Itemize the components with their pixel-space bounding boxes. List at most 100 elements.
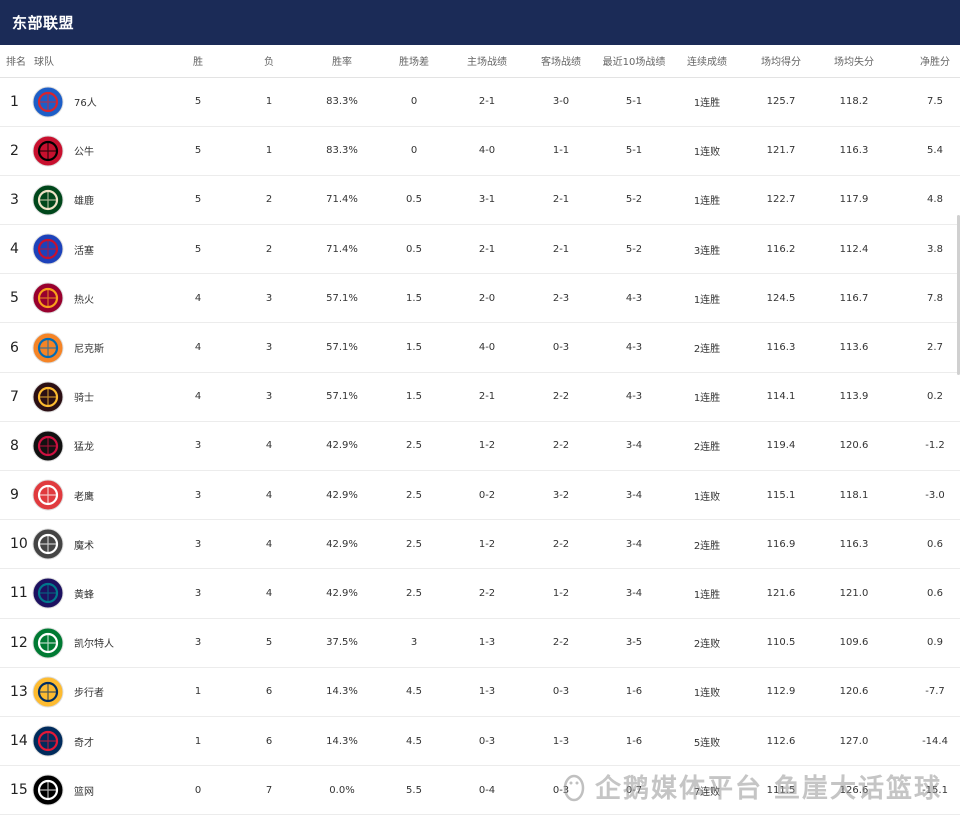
points-per-game-cell: 115.1 <box>744 470 818 521</box>
team-cell[interactable]: 魔术 <box>32 519 164 570</box>
table-row[interactable]: 7 骑士 4 3 57.1% 1.5 2-1 2-2 4-3 1连胜 114.1 113.9 0.2 <box>0 372 960 422</box>
table-row[interactable]: 3 雄鹿 5 2 71.4% 0.5 3-1 2-1 5-2 1连胜 122.7 117.9 4.8 <box>0 175 960 226</box>
point-diff-cell: 7.5 <box>890 77 960 127</box>
team-name[interactable]: 猛龙 <box>74 442 94 454</box>
rank-cell: 12 <box>0 618 32 668</box>
rank-cell: 15 <box>0 765 32 815</box>
away-record-cell: 0-3 <box>524 667 598 717</box>
scrollbar[interactable] <box>957 215 960 375</box>
away-record-cell: 2-3 <box>524 273 598 324</box>
rank-cell: 13 <box>0 667 32 717</box>
table-row[interactable]: 12 凯尔特人 3 5 37.5% 3 1-3 2-2 3-5 2连败 110.5 109.6 0.9 <box>0 618 960 668</box>
last10-record-cell: 3-4 <box>598 568 670 619</box>
home-record-cell: 2-2 <box>450 568 524 619</box>
conference-title: 东部联盟 <box>12 14 75 32</box>
streak-cell: 2连胜 <box>670 519 744 570</box>
wins-cell: 4 <box>164 273 232 324</box>
team-name[interactable]: 奇才 <box>74 737 94 749</box>
rank-cell: 11 <box>0 568 32 619</box>
opp-points-per-game-cell: 120.6 <box>818 667 890 717</box>
team-cell[interactable]: 黄蜂 <box>32 568 164 619</box>
team-cell[interactable]: 尼克斯 <box>32 322 164 373</box>
table-row[interactable]: 13 步行者 1 6 14.3% 4.5 1-3 0-3 1-6 1连败 112.9 120.6 -7.… <box>0 667 960 717</box>
opp-points-per-game-cell: 120.6 <box>818 421 890 472</box>
table-row[interactable]: 2 公牛 5 1 83.3% 0 4-0 1-1 5-1 1连败 121.7 116.3 5.4 <box>0 126 960 176</box>
team-cell[interactable]: 猛龙 <box>32 421 164 472</box>
team-name[interactable]: 76人 <box>74 98 97 110</box>
team-cell[interactable]: 奇才 <box>32 716 164 767</box>
team-name[interactable]: 雄鹿 <box>74 196 94 208</box>
losses-cell: 6 <box>232 716 306 767</box>
team-name[interactable]: 活塞 <box>74 245 94 257</box>
team-cell[interactable]: 雄鹿 <box>32 175 164 226</box>
team-name[interactable]: 黄蜂 <box>74 589 94 601</box>
losses-cell: 6 <box>232 667 306 717</box>
last10-record-cell: 1-6 <box>598 667 670 717</box>
pistons-logo <box>32 233 64 265</box>
opp-points-per-game-cell: 121.0 <box>818 568 890 619</box>
point-diff-cell: 0.2 <box>890 372 960 422</box>
rank-cell: 9 <box>0 470 32 521</box>
table-row[interactable]: 6 尼克斯 4 3 57.1% 1.5 4-0 0-3 4-3 2连胜 116.3 113.6 2.7 <box>0 322 960 373</box>
away-record-cell: 2-2 <box>524 372 598 422</box>
point-diff-cell: -7.7 <box>890 667 960 717</box>
team-name[interactable]: 骑士 <box>74 393 94 405</box>
home-record-cell: 1-2 <box>450 519 524 570</box>
team-cell[interactable]: 76人 <box>32 77 164 127</box>
losses-cell: 7 <box>232 765 306 815</box>
losses-cell: 3 <box>232 273 306 324</box>
pacers-logo <box>32 676 64 708</box>
table-row[interactable]: 10 魔术 3 4 42.9% 2.5 1-2 2-2 3-4 2连胜 116.9 116.3 0.6 <box>0 519 960 570</box>
opp-points-per-game-cell: 113.6 <box>818 322 890 373</box>
away-record-cell: 3-2 <box>524 470 598 521</box>
rank-cell: 8 <box>0 421 32 472</box>
games-behind-cell: 4.5 <box>378 716 450 767</box>
table-row[interactable]: 15 篮网 0 7 0.0% 5.5 0-4 0-3 0-7 7连败 111.5 126.6 -15.1 <box>0 765 960 815</box>
team-name[interactable]: 篮网 <box>74 786 94 798</box>
table-row[interactable]: 8 猛龙 3 4 42.9% 2.5 1-2 2-2 3-4 2连胜 119.4 120.6 -1.2 <box>0 421 960 472</box>
losses-cell: 5 <box>232 618 306 668</box>
team-cell[interactable]: 热火 <box>32 273 164 324</box>
team-cell[interactable]: 活塞 <box>32 224 164 275</box>
table-row[interactable]: 4 活塞 5 2 71.4% 0.5 2-1 2-1 5-2 3连胜 116.2 112.4 3.8 <box>0 224 960 275</box>
team-cell[interactable]: 凯尔特人 <box>32 618 164 668</box>
team-cell[interactable]: 篮网 <box>32 765 164 815</box>
win-pct-cell: 57.1% <box>306 273 378 324</box>
losses-cell: 3 <box>232 372 306 422</box>
opp-points-per-game-cell: 116.7 <box>818 273 890 324</box>
home-record-cell: 2-1 <box>450 372 524 422</box>
col-diff: 净胜分 <box>890 45 960 78</box>
point-diff-cell: 7.8 <box>890 273 960 324</box>
win-pct-cell: 83.3% <box>306 77 378 127</box>
home-record-cell: 1-3 <box>450 618 524 668</box>
table-header-row: 排名 球队 胜 负 胜率 胜场差 主场战绩 客场战绩 最近10场战绩 连续成绩 … <box>0 45 960 78</box>
team-name[interactable]: 步行者 <box>74 688 104 700</box>
table-row[interactable]: 14 奇才 1 6 14.3% 4.5 0-3 1-3 1-6 5连败 112.6 127.0 -14.… <box>0 716 960 767</box>
table-row[interactable]: 1 76人 5 1 83.3% 0 2-1 3-0 5-1 1连胜 125.7 118.2 7.5 <box>0 77 960 127</box>
points-per-game-cell: 111.5 <box>744 765 818 815</box>
team-name[interactable]: 凯尔特人 <box>74 639 114 651</box>
team-cell[interactable]: 老鹰 <box>32 470 164 521</box>
team-cell[interactable]: 骑士 <box>32 372 164 422</box>
points-per-game-cell: 121.6 <box>744 568 818 619</box>
col-ppg: 场均得分 <box>744 45 818 78</box>
games-behind-cell: 2.5 <box>378 421 450 472</box>
team-cell[interactable]: 公牛 <box>32 126 164 176</box>
win-pct-cell: 42.9% <box>306 421 378 472</box>
table-row[interactable]: 11 黄蜂 3 4 42.9% 2.5 2-2 1-2 3-4 1连胜 121.6 121.0 0.6 <box>0 568 960 619</box>
team-cell[interactable]: 步行者 <box>32 667 164 717</box>
table-row[interactable]: 5 热火 4 3 57.1% 1.5 2-0 2-3 4-3 1连胜 124.5 116.7 7.8 <box>0 273 960 324</box>
home-record-cell: 1-3 <box>450 667 524 717</box>
rank-cell: 1 <box>0 77 32 127</box>
wins-cell: 1 <box>164 667 232 717</box>
wins-cell: 4 <box>164 322 232 373</box>
games-behind-cell: 1.5 <box>378 322 450 373</box>
away-record-cell: 2-2 <box>524 618 598 668</box>
team-name[interactable]: 尼克斯 <box>74 344 104 356</box>
team-name[interactable]: 老鹰 <box>74 491 94 503</box>
team-name[interactable]: 魔术 <box>74 540 94 552</box>
points-per-game-cell: 122.7 <box>744 175 818 226</box>
team-name[interactable]: 热火 <box>74 294 94 306</box>
table-row[interactable]: 9 老鹰 3 4 42.9% 2.5 0-2 3-2 3-4 1连败 115.1 118.1 -3.0 <box>0 470 960 521</box>
team-name[interactable]: 公牛 <box>74 147 94 159</box>
